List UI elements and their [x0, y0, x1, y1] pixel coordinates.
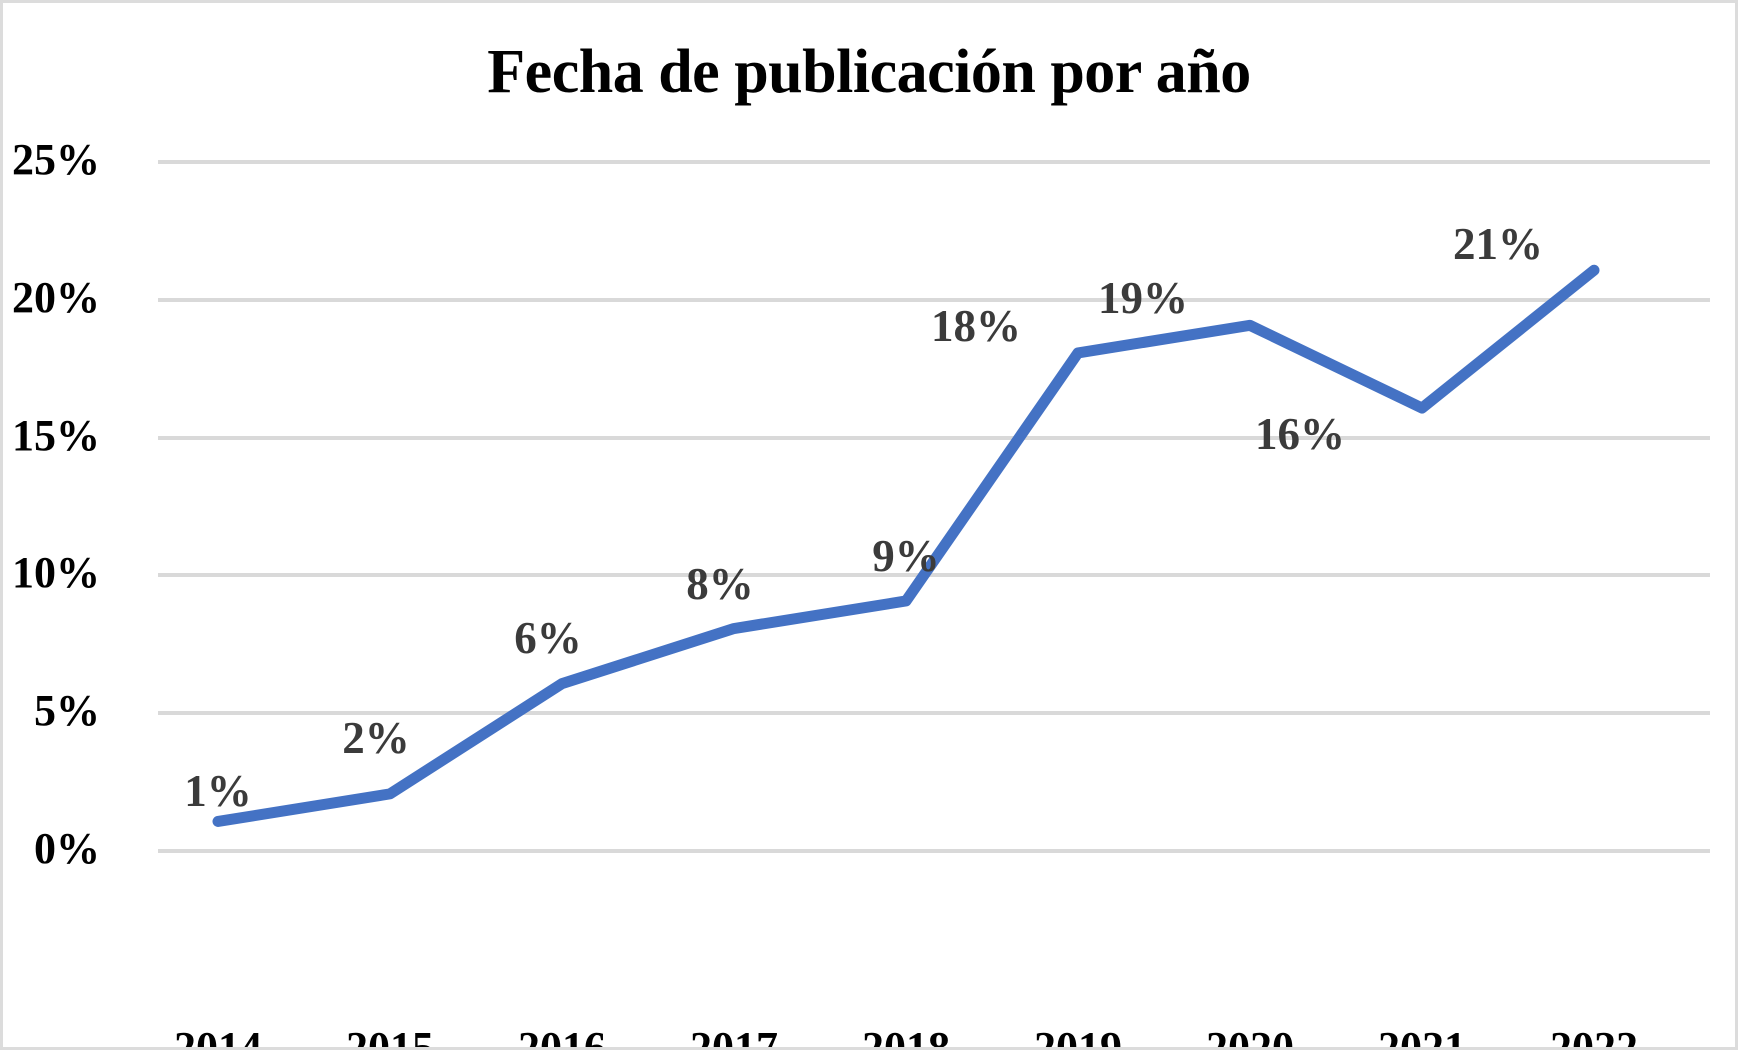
gridline-0	[158, 849, 1710, 853]
xtick-label-2018: 2018	[862, 1023, 950, 1050]
xtick-label-2022: 2022	[1550, 1023, 1638, 1050]
gridline-15	[158, 435, 1710, 440]
xtick-label-2016: 2016	[518, 1023, 606, 1050]
xtick-label-2021: 2021	[1378, 1023, 1466, 1050]
gridline-5	[158, 711, 1710, 716]
data-label-2015: 2%	[342, 713, 410, 763]
series-line	[158, 160, 1710, 849]
data-label-2020: 19%	[1098, 273, 1188, 323]
ytick-label-20: 20%	[12, 272, 100, 322]
xtick-label-2014: 2014	[174, 1023, 262, 1050]
ytick-label-0: 0%	[34, 824, 100, 873]
xtick-label-2019: 2019	[1034, 1023, 1122, 1050]
data-label-2019: 18%	[931, 301, 1021, 351]
data-label-2017: 8%	[686, 559, 754, 609]
gridline-10	[158, 573, 1710, 578]
xtick-label-2015: 2015	[346, 1023, 434, 1050]
gridline-25	[158, 160, 1710, 164]
data-label-2014: 1%	[184, 766, 252, 816]
data-label-2016: 6%	[514, 613, 582, 663]
xtick-label-2017: 2017	[690, 1023, 778, 1050]
ytick-label-25: 25%	[12, 135, 100, 184]
gridline-20	[158, 297, 1710, 302]
data-label-2022: 21%	[1453, 219, 1543, 269]
ytick-label-5: 5%	[34, 686, 100, 736]
ytick-label-10: 10%	[12, 548, 100, 598]
plot-area: 25% 20% 15% 10% 5% 0% 2014 2015 2016 201…	[12, 135, 1710, 1047]
chart-title: Fecha de publicación por año	[487, 38, 1251, 106]
ytick-label-15: 15%	[12, 410, 100, 460]
data-label-2018: 9%	[872, 531, 940, 581]
data-label-2021: 16%	[1255, 409, 1345, 459]
xtick-label-2020: 2020	[1206, 1023, 1294, 1050]
